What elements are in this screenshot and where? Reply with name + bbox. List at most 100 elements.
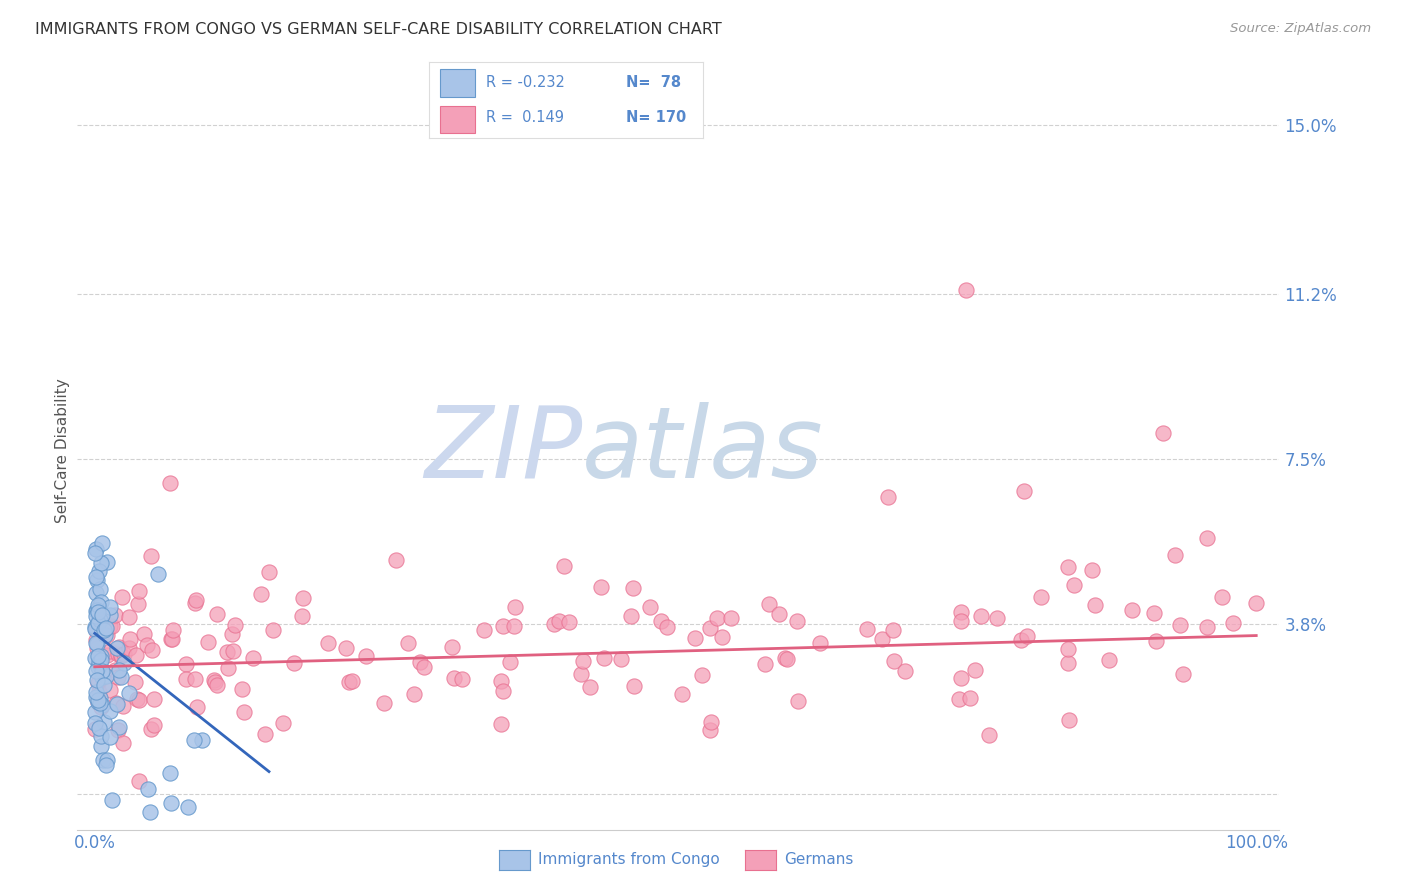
Y-axis label: Self-Care Disability: Self-Care Disability — [55, 378, 70, 523]
Point — [1121, 603, 1143, 617]
Point — [706, 611, 728, 625]
Point — [162, 623, 184, 637]
Point — [489, 674, 512, 689]
Point — [90, 653, 112, 667]
Point — [94, 668, 117, 682]
Point — [610, 652, 633, 666]
Point — [450, 673, 472, 687]
Point — [84, 664, 107, 678]
Point — [1010, 632, 1032, 647]
Point — [700, 714, 723, 729]
Point — [84, 622, 107, 636]
Point — [107, 647, 129, 661]
Point — [271, 716, 294, 731]
Point — [104, 663, 127, 677]
Text: IMMIGRANTS FROM CONGO VS GERMAN SELF-CARE DISABILITY CORRELATION CHART: IMMIGRANTS FROM CONGO VS GERMAN SELF-CAR… — [35, 22, 721, 37]
Point — [98, 683, 121, 698]
Point — [489, 717, 512, 731]
Point — [882, 623, 904, 637]
Point — [108, 640, 131, 654]
Point — [543, 616, 565, 631]
Point — [83, 651, 105, 665]
Point — [89, 659, 111, 673]
Point — [84, 690, 107, 704]
Point — [441, 640, 464, 654]
Point — [699, 621, 721, 635]
Point — [443, 671, 465, 685]
Point — [202, 673, 225, 688]
Point — [94, 621, 117, 635]
Point — [758, 597, 780, 611]
Point — [339, 675, 361, 690]
Point — [128, 584, 150, 599]
Point — [83, 546, 105, 560]
Point — [142, 718, 165, 732]
Point — [808, 636, 831, 650]
Point — [1195, 531, 1218, 545]
Point — [553, 558, 575, 573]
Point — [569, 667, 592, 681]
Point — [89, 691, 111, 706]
Point — [184, 596, 207, 610]
Point — [548, 614, 571, 628]
Point — [970, 609, 993, 624]
Point — [1081, 563, 1104, 577]
Point — [786, 615, 808, 629]
Point — [86, 604, 108, 618]
Point — [118, 610, 141, 624]
Point — [160, 632, 183, 646]
Point — [572, 654, 595, 668]
Point — [222, 643, 245, 657]
Point — [112, 699, 135, 714]
Point — [191, 733, 214, 747]
Point — [87, 599, 110, 614]
Point — [138, 805, 160, 819]
Point — [87, 695, 110, 709]
Point — [754, 657, 776, 672]
Point — [124, 648, 146, 663]
Point — [685, 631, 707, 645]
Point — [83, 620, 105, 634]
Point — [96, 628, 118, 642]
Point — [492, 618, 515, 632]
Point — [86, 673, 108, 688]
Point — [96, 555, 118, 569]
Point — [83, 723, 105, 737]
Point — [409, 655, 432, 669]
Point — [589, 580, 612, 594]
Point — [242, 651, 264, 665]
Point — [1143, 607, 1166, 621]
Point — [124, 675, 146, 690]
Point — [136, 782, 159, 797]
Point — [710, 631, 733, 645]
Text: R =  0.149: R = 0.149 — [486, 111, 564, 125]
Point — [84, 541, 107, 556]
Point — [118, 686, 141, 700]
Point — [883, 654, 905, 668]
Point — [1029, 590, 1052, 604]
Point — [1063, 578, 1085, 592]
Point — [335, 640, 357, 655]
Point — [104, 696, 127, 710]
Point — [671, 687, 693, 701]
Point — [174, 657, 197, 672]
Point — [90, 729, 112, 743]
Point — [87, 685, 110, 699]
Point — [316, 636, 339, 650]
Point — [472, 623, 495, 637]
Point — [98, 730, 121, 744]
Point — [93, 678, 115, 692]
Point — [107, 670, 129, 684]
Point — [84, 632, 107, 647]
Point — [159, 766, 181, 780]
Point — [1144, 634, 1167, 648]
Point — [221, 627, 243, 641]
Point — [108, 663, 131, 677]
Text: Germans: Germans — [785, 853, 853, 867]
Point — [872, 632, 894, 647]
Point — [90, 608, 112, 623]
Point — [963, 664, 986, 678]
Point — [87, 676, 110, 690]
Point — [89, 582, 111, 596]
Point — [262, 623, 284, 637]
